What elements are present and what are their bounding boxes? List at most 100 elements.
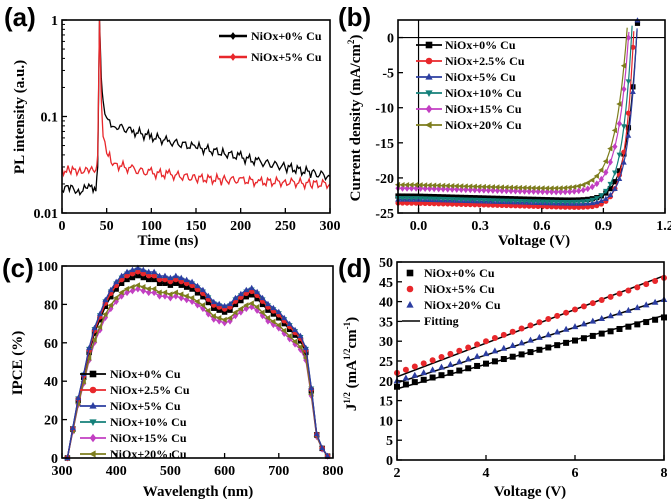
c-point (259, 294, 266, 301)
c-xtick-label: 300 (52, 464, 73, 479)
c-point (205, 292, 212, 299)
c-point (243, 294, 249, 300)
b-point (539, 203, 546, 210)
d-legend-label: NiOx+5% Cu (424, 282, 495, 296)
d-point (527, 322, 534, 329)
c-point (167, 282, 174, 288)
b-point (616, 101, 622, 107)
b-point (598, 175, 604, 183)
c-point (108, 294, 114, 300)
c-point (102, 296, 109, 303)
c-point (270, 311, 277, 317)
b-point (490, 198, 496, 204)
a-xtick-label: 150 (186, 219, 207, 234)
b-point (526, 196, 532, 202)
b-point (521, 184, 527, 191)
b-point (534, 185, 541, 191)
c-point (221, 302, 228, 309)
c-ytick-label: 0 (51, 452, 58, 467)
c-ytick-label: 80 (44, 298, 58, 313)
b-point (530, 188, 537, 195)
b-point (598, 193, 605, 199)
c-point (238, 297, 244, 304)
b-point (580, 181, 586, 188)
d-xtick-label: 6 (572, 466, 579, 481)
b-ytick-label: -10 (375, 102, 394, 117)
b-point (485, 202, 491, 208)
c-point (237, 290, 244, 297)
b-point (480, 183, 486, 190)
b-point (408, 196, 415, 202)
d-ytick-label: 15 (379, 395, 393, 410)
c-point (156, 276, 163, 283)
c-point (221, 309, 228, 315)
d-point (420, 369, 427, 376)
c-point (189, 282, 195, 289)
c-point (91, 324, 98, 331)
b-point (467, 197, 474, 203)
d-legend-marker (406, 269, 414, 277)
d-point (580, 335, 587, 342)
d-point (607, 328, 614, 335)
b-point (625, 34, 632, 42)
c-point (216, 300, 223, 307)
d-point (598, 314, 605, 321)
b-point (485, 186, 491, 194)
b-point (607, 191, 614, 198)
a-xtick-label: 300 (320, 219, 341, 234)
b-point (507, 184, 514, 191)
c-point (75, 394, 82, 401)
b-point (616, 152, 623, 158)
b-point (621, 124, 627, 130)
c-point (146, 276, 152, 283)
c-series-line (66, 267, 329, 459)
b-point (476, 186, 482, 194)
d-point (491, 347, 499, 354)
b-legend-label: NiOx+5% Cu (445, 70, 516, 84)
b-point (485, 195, 491, 201)
c-point (140, 274, 146, 281)
b-point (417, 196, 424, 202)
c-point (151, 276, 157, 283)
panel-a-label: (a) (4, 2, 36, 32)
d-ytick-label: 25 (379, 355, 393, 370)
b-point (585, 204, 591, 210)
b-point (399, 181, 405, 188)
d-ytick-label: 20 (379, 375, 393, 390)
c-xtick-label: 400 (106, 464, 127, 479)
c-point (134, 264, 141, 271)
b-point (539, 196, 546, 203)
d-ytick-label: 30 (379, 335, 393, 350)
c-point (194, 282, 201, 289)
b-point (408, 185, 415, 192)
b-point (436, 201, 442, 207)
d-point (643, 281, 650, 288)
b-point (462, 197, 469, 203)
b-point (467, 201, 473, 208)
c-legend-marker (89, 386, 97, 394)
d-point (429, 374, 436, 381)
c-point (162, 280, 168, 286)
b-point (616, 120, 623, 127)
b-point (512, 198, 519, 205)
b-ytick-label: 0 (387, 32, 394, 47)
c-point (183, 284, 190, 290)
b-point (485, 198, 492, 204)
c-xtick-label: 800 (323, 464, 344, 479)
d-ytick-label: 0 (386, 454, 393, 469)
b-point (490, 195, 496, 201)
c-point (102, 303, 109, 310)
d-point (652, 278, 659, 285)
b-point (548, 185, 554, 192)
c-point (156, 280, 163, 286)
b-point (499, 195, 505, 202)
d-point (616, 309, 623, 316)
c-point (281, 314, 288, 321)
b-point (616, 175, 623, 182)
b-ytick-label: -5 (382, 67, 394, 82)
c-point (302, 344, 309, 351)
b-point (539, 185, 545, 192)
c-point (249, 292, 255, 298)
d-point (438, 363, 445, 370)
